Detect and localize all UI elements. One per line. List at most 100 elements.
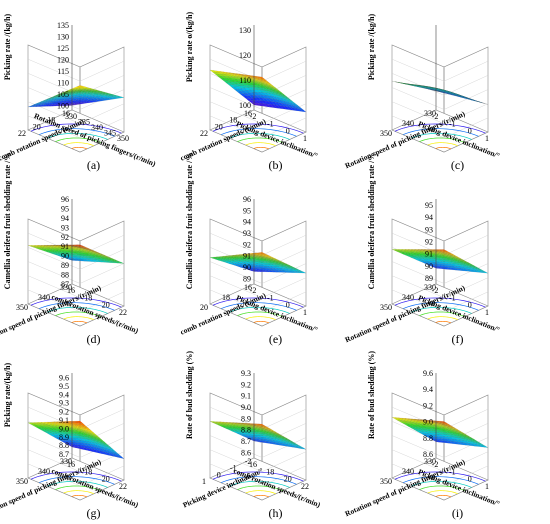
surface-cell [275,432,282,436]
contour-line [55,485,101,491]
x-tick-label: 20 [284,475,292,484]
surface-cell [448,253,456,256]
surface-cell [291,101,298,106]
x-tick-label: -2 [432,112,439,121]
x-tick-label: 22 [301,482,309,491]
z-tick-label: 9.2 [59,407,69,416]
contour-base [30,123,122,150]
contour-line [253,320,270,324]
x-tick-label: 0 [468,475,472,484]
contour-line [63,490,94,495]
contour-line [229,306,290,314]
surface-cell [286,438,293,442]
y-tick-label: 350 [380,477,392,486]
contour-line [427,490,458,495]
z-tick-label: 110 [57,78,69,87]
z-axis: 100 110 120 130 Picking rate o/(kg/h) [185,12,255,110]
contour-line [221,128,297,137]
z-tick-label: 92 [243,240,251,249]
z-tick-label: 93 [61,223,69,232]
contour-line [39,476,115,485]
y-tick-label: 340 [402,119,414,128]
panel-caption: (d) [86,332,101,346]
surface-cell [261,78,268,82]
contour-line [221,302,297,311]
floor [391,109,489,153]
z-axis: 8.78.88.99.09.19.29.39.49.59.6 Picking ra… [3,363,73,459]
contour-line [403,128,479,137]
z-axis-label: Picking rate o/(kg/h) [185,12,194,83]
x-tick-label: 0 [468,127,472,136]
z-tick-label: 87 [61,280,69,289]
z-tick-label: 9.0 [423,418,433,427]
surface-cell [76,244,83,247]
contour-line [71,146,88,150]
surface-cell [264,426,271,429]
z-tick-label: 115 [57,67,69,76]
contour-line [245,316,276,321]
surface-chart: 8.78.88.99.09.19.29.39.49.59.6 Picking ra… [0,363,140,519]
surface-cell [299,108,307,113]
z-tick-label: 8.8 [423,434,433,443]
y-tick-label: 340 [402,467,414,476]
z-axis: Picking rate /(kg/h) [367,14,437,110]
y-tick-label: 350 [380,129,392,138]
y-tick-label: -2 [245,457,252,466]
surface-cell [87,429,94,433]
x-tick-label: -1 [267,293,274,302]
contour-line [55,137,101,143]
x-tick-label: 1 [485,308,489,317]
surface-cell [266,427,274,431]
x-tick-label: 16 [67,286,75,295]
axis-box [209,392,307,501]
grid-line [27,275,125,298]
grid-line [27,449,125,472]
grid-line [209,275,307,298]
surface-cell [481,445,489,448]
contour-line [245,490,276,495]
contour-line [245,142,276,147]
axis-box [27,218,125,327]
z-tick-label: 93 [425,225,433,234]
x-tick-label: 18 [84,467,92,476]
x-tick-label: -2 [250,112,257,121]
grid-line [209,232,307,256]
contour-line [71,320,88,324]
z-tick-label: 8.9 [241,414,251,423]
x-tick-label: 16 [249,460,257,469]
floor [27,109,125,153]
z-tick-label: 8.6 [423,450,433,459]
y-tick-label: 340 [38,293,50,302]
chart-panel: 8.6 8.8 9.0 9.2 9.4 9.6 Rate of bud shedding (… [344,350,549,524]
contour-line [30,297,122,308]
grid-line [391,58,489,82]
surface-cell [272,430,279,434]
x-tick-label: 18 [266,467,274,476]
x-tick-label: 0 [286,127,290,136]
surface-mesh [391,249,489,274]
panel-caption: (h) [268,506,283,520]
contour-base [30,471,122,498]
z-tick-label: 91 [243,252,251,261]
z-tick-label: 9.0 [59,424,69,433]
z-tick-label: 130 [239,26,251,35]
y-tick-label: 330 [424,457,436,466]
surface-cell [98,253,105,256]
x-tick-label: 1 [303,308,307,317]
surface-cell [264,254,271,257]
contour-line [63,316,94,321]
contour-line [229,132,290,140]
z-tick-label: 9.2 [423,401,433,410]
z-tick-label: 89 [243,274,251,283]
x-tick-label: 16 [67,460,75,469]
y-tick-label: 330 [60,283,72,292]
z-tick-label: 95 [243,206,251,215]
y-tick-label: 20 [200,303,208,312]
surface-cell [476,267,483,271]
surface-cell [109,447,116,452]
z-axis: 100 105 110 115 120 125 130 135 Picking rate /(k… [3,14,73,110]
z-tick-label: 8.6 [241,448,251,457]
contour-base [394,123,486,150]
